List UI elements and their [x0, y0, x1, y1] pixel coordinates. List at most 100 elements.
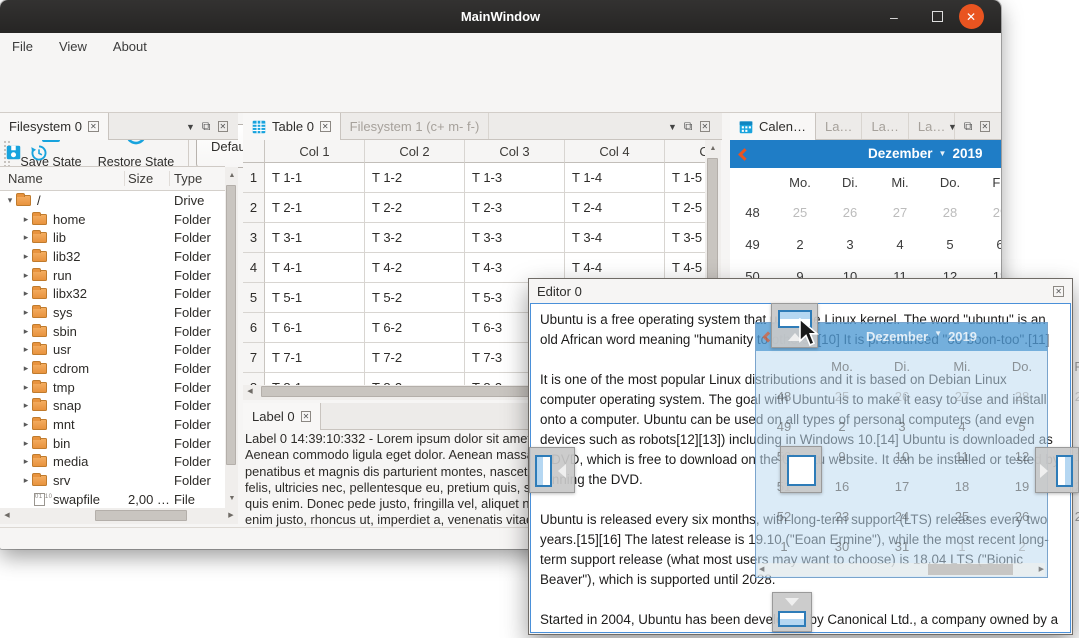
expander-icon[interactable]: ▸	[23, 269, 29, 280]
tree-row[interactable]: ▸ sys Folder	[0, 303, 225, 322]
tab-close-icon[interactable]: ✕	[87, 121, 99, 132]
calendar-day[interactable]: 5	[946, 236, 954, 252]
dock-close-icon[interactable]: ✕	[699, 121, 711, 132]
restore-icon[interactable]	[31, 145, 47, 161]
tree-row[interactable]: ▸ lib32 Folder	[0, 247, 225, 266]
table-cell[interactable]: T 3-2	[365, 223, 465, 253]
row-number[interactable]: 1	[243, 163, 265, 193]
close-button[interactable]: ✕	[956, 0, 986, 33]
tab-label-3[interactable]: La…	[909, 113, 956, 139]
tree-row[interactable]: ▸ mnt Folder	[0, 415, 225, 434]
calendar-day[interactable]: 26	[842, 204, 858, 220]
tree-row[interactable]: ▸ lib Folder	[0, 228, 225, 247]
tab-label-0[interactable]: Label 0 ✕	[243, 403, 322, 430]
table-cell[interactable]: T 2-1	[265, 193, 365, 223]
table-cell[interactable]: T 3-5	[665, 223, 705, 253]
table-cell[interactable]: T 2-4	[565, 193, 665, 223]
table-cell[interactable]: T 4-1	[265, 253, 365, 283]
tab-label-1[interactable]: La…	[816, 113, 863, 139]
calendar-day[interactable]: 3	[846, 236, 854, 252]
dock-menu-icon[interactable]: ▼	[186, 121, 195, 132]
table-column-header[interactable]: Col 2	[365, 140, 465, 163]
save-icon[interactable]	[6, 145, 21, 160]
row-number[interactable]: 7	[243, 343, 265, 373]
tree-row[interactable]: ▸ media Folder	[0, 453, 225, 472]
tab-calendar[interactable]: Calen…	[730, 113, 816, 140]
tree-row[interactable]: ▸ srv Folder	[0, 471, 225, 490]
expander-icon[interactable]: ▸	[23, 400, 29, 411]
table-cell[interactable]: T 1-2	[365, 163, 465, 193]
tree-row[interactable]: ▸ usr Folder	[0, 341, 225, 360]
table-cell[interactable]: T 2-2	[365, 193, 465, 223]
table-cell[interactable]: T 1-3	[465, 163, 565, 193]
drop-indicator-left[interactable]	[529, 447, 575, 493]
calendar-day[interactable]: 9	[796, 268, 804, 284]
tree-row[interactable]: ▾ / Drive	[0, 191, 225, 210]
calendar-day[interactable]: 25	[792, 204, 808, 220]
tab-table-0[interactable]: Table 0 ✕	[243, 113, 341, 140]
table-cell[interactable]: T 4-2	[365, 253, 465, 283]
table-cell[interactable]: T 5-2	[365, 283, 465, 313]
menu-about[interactable]: About	[112, 39, 147, 54]
table-column-header[interactable]: Col 3	[465, 140, 565, 163]
table-cell[interactable]: T 1-5	[665, 163, 705, 193]
expander-icon[interactable]: ▸	[23, 363, 29, 374]
editor-title-bar[interactable]: Editor 0 ✕	[529, 279, 1072, 303]
calendar-day[interactable]: 6	[996, 236, 1001, 252]
row-number[interactable]: 8	[243, 373, 265, 385]
row-number[interactable]: 2	[243, 193, 265, 223]
maximize-button[interactable]	[924, 0, 950, 33]
tree-vscrollbar[interactable]: ▲ ▼	[225, 167, 238, 508]
dock-close-icon[interactable]: ✕	[217, 121, 229, 132]
tree-row[interactable]: ▸ run Folder	[0, 266, 225, 285]
tree-hscrollbar[interactable]: ◀ ▶	[0, 508, 238, 524]
tab-close-icon[interactable]: ✕	[319, 121, 331, 132]
menu-view[interactable]: View	[58, 39, 87, 54]
dock-float-icon[interactable]: ⧉	[201, 119, 211, 133]
table-cell[interactable]: T 8-1	[265, 373, 365, 385]
expander-icon[interactable]: ▸	[23, 456, 29, 467]
dock-menu-icon[interactable]: ▼	[668, 121, 677, 132]
expander-icon[interactable]: ▸	[23, 419, 29, 430]
expander-icon[interactable]: ▸	[23, 437, 29, 448]
table-cell[interactable]: T 1-1	[265, 163, 365, 193]
tree-row[interactable]: ▸ libx32 Folder	[0, 284, 225, 303]
calendar-day[interactable]: 29	[992, 204, 1001, 220]
dock-float-icon[interactable]: ⧉	[683, 119, 693, 133]
tree-header[interactable]: Name Size Type	[0, 167, 225, 191]
calendar-day[interactable]: 4	[896, 236, 904, 252]
expander-icon[interactable]: ▸	[23, 288, 29, 299]
drop-indicator-bottom[interactable]	[772, 592, 812, 632]
title-bar[interactable]: MainWindow	[0, 0, 1001, 33]
calendar-day[interactable]: 28	[942, 204, 958, 220]
expander-icon[interactable]: ▸	[23, 475, 29, 486]
table-cell[interactable]: T 1-4	[565, 163, 665, 193]
prev-month-icon[interactable]	[738, 147, 751, 161]
expander-icon[interactable]: ▸	[23, 232, 29, 243]
row-number[interactable]: 6	[243, 313, 265, 343]
tab-label-2[interactable]: La…	[862, 113, 909, 139]
table-column-header[interactable]: Col 4	[565, 140, 665, 163]
table-cell[interactable]: T 6-1	[265, 313, 365, 343]
menu-file[interactable]: File	[12, 39, 33, 54]
tree-row[interactable]: 01 10 swapfile 2,00 … File	[34, 491, 195, 507]
table-cell[interactable]: T 6-2	[365, 313, 465, 343]
table-cell[interactable]: T 2-3	[465, 193, 565, 223]
table-cell[interactable]: T 7-2	[365, 343, 465, 373]
table-cell[interactable]: T 8-2	[365, 373, 465, 385]
table-cell[interactable]: T 4-3	[465, 253, 565, 283]
calendar-day[interactable]: 27	[892, 204, 908, 220]
table-cell[interactable]: T 3-1	[265, 223, 365, 253]
table-cell[interactable]: T 5-1	[265, 283, 365, 313]
expander-icon[interactable]: ▸	[23, 306, 29, 317]
expander-icon[interactable]: ▸	[23, 344, 29, 355]
drop-indicator-center[interactable]	[780, 446, 822, 493]
tree-row[interactable]: ▸ sbin Folder	[0, 322, 225, 341]
tree-row[interactable]: ▸ home Folder	[0, 210, 225, 229]
expander-icon[interactable]: ▾	[7, 194, 13, 205]
tab-filesystem-1[interactable]: Filesystem 1 (c+ m- f-)	[341, 113, 490, 139]
table-cell[interactable]: T 3-3	[465, 223, 565, 253]
calendar-month-year[interactable]: Dezember ▼ 2019	[868, 146, 983, 161]
row-number[interactable]: 5	[243, 283, 265, 313]
